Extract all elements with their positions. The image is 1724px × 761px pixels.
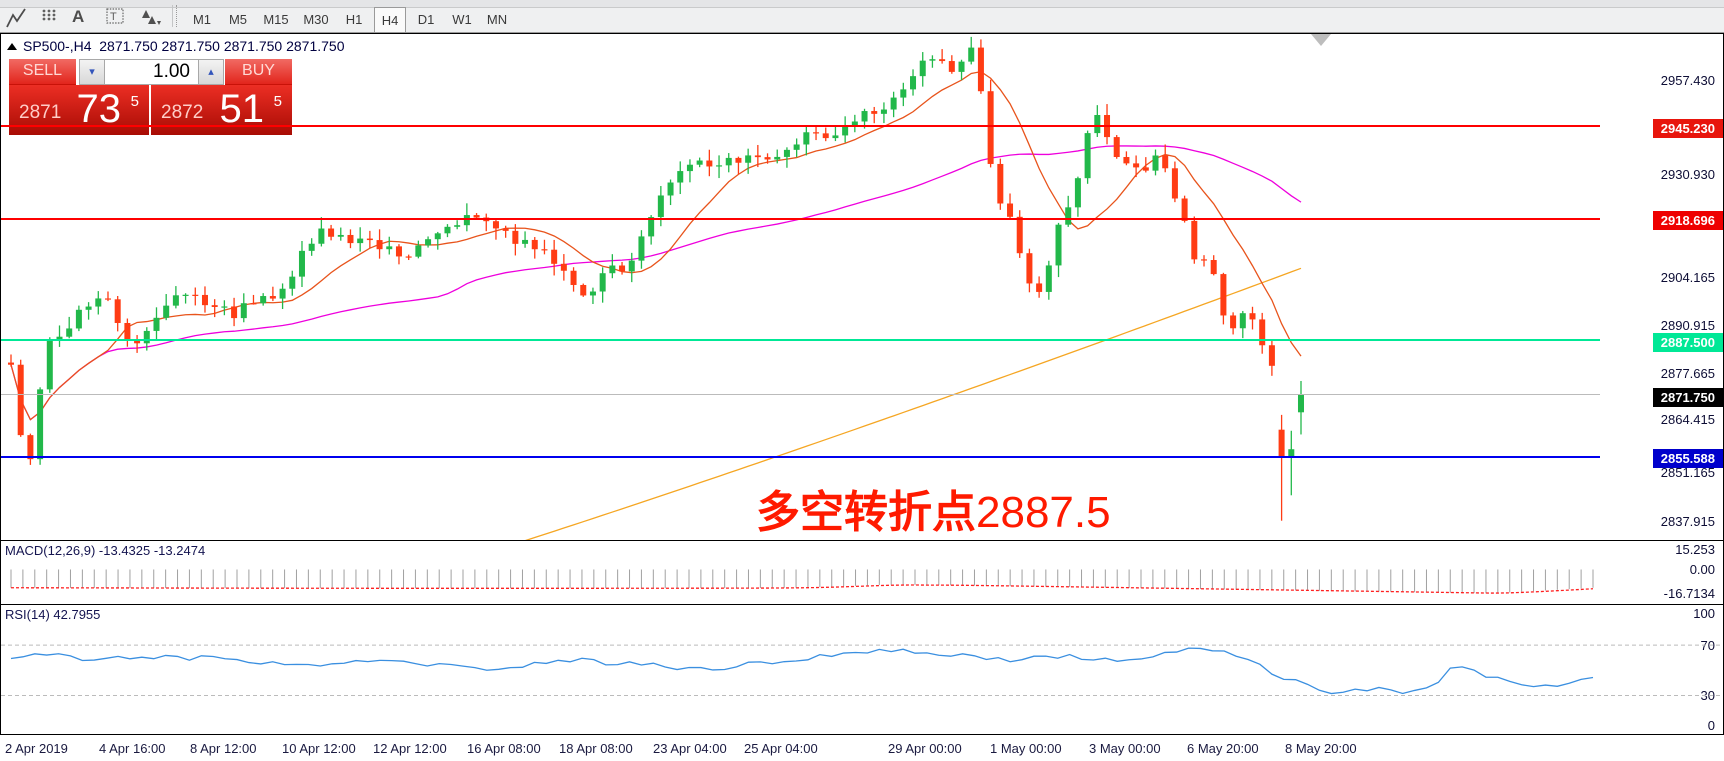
svg-text:T: T — [110, 11, 117, 23]
